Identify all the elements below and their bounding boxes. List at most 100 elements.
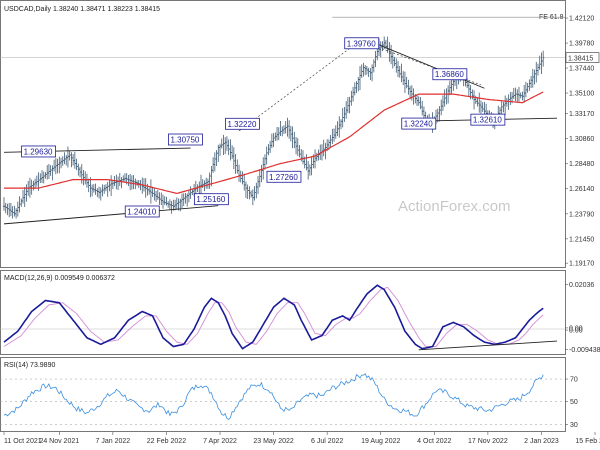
ohlc-bar (160, 192, 163, 206)
watermark: ActionForex.com (398, 198, 511, 215)
macd-signal-line (3, 286, 544, 347)
ohlc-bar (268, 140, 272, 154)
ohlc-bar (343, 106, 346, 122)
trendline (3, 205, 219, 225)
rsi-panel-frame (0, 357, 566, 432)
macd-line (3, 284, 544, 350)
ohlc-bar (246, 184, 249, 200)
price-y-tick-label: 1.37440 (569, 66, 594, 73)
price-panel-title: USDCAD,Daily 1.38240 1.38471 1.38223 1.3… (4, 6, 160, 13)
axis-layer: 1.42120 1.39780 1.37440 1.35100 1.33170 1.308… (3, 16, 600, 445)
ohlc-bar (9, 202, 13, 217)
ohlc-bar (441, 95, 445, 111)
ohlc-bar (541, 50, 545, 67)
ohlc-bar (389, 44, 393, 65)
ohlc-bar (170, 200, 173, 214)
ohlc-bar (120, 177, 123, 189)
sma-line (4, 91, 544, 195)
x-tick-label: 7 Jan 2022 (96, 438, 131, 445)
ohlc-bar (376, 48, 379, 61)
x-tick-label: 22 Feb 2022 (147, 438, 186, 445)
ohlc-bar (275, 127, 279, 141)
ohlc-bar (400, 63, 403, 83)
ohlc-bars (2, 36, 545, 219)
macd-panel-title: MACD(12,26,9) 0.009549 0.006372 (4, 275, 115, 282)
ohlc-bar (32, 180, 35, 191)
ohlc-bar (310, 156, 313, 176)
ohlc-bar (40, 170, 44, 183)
annotation-label: 1.36860 (435, 70, 464, 79)
ohlc-bar (39, 173, 42, 184)
ohlc-bar (70, 152, 73, 168)
ohlc-bar (128, 173, 132, 191)
ohlc-bar (405, 76, 408, 89)
rsi-y-tick-label: 50 (570, 399, 578, 406)
price-y-tick-label: 1.28480 (569, 161, 594, 168)
ohlc-bar (42, 171, 45, 184)
ohlc-bar (63, 152, 66, 165)
ohlc-bar (184, 193, 187, 204)
price-annotation: 1.32610 (470, 113, 506, 126)
ohlc-bar (84, 171, 87, 185)
ohlc-bar (350, 90, 353, 106)
annotation-box (193, 193, 229, 206)
price-y-tick-label: 1.35100 (569, 91, 594, 98)
ohlc-bar (282, 125, 286, 134)
ohlc-bar (339, 119, 343, 130)
ohlc-bar (379, 41, 382, 58)
rsi-y-tick-label: 70 (570, 377, 578, 384)
ohlc-bar (61, 156, 64, 166)
ohlc-bar (398, 65, 401, 78)
ohlc-bar (251, 189, 255, 206)
ohlc-bar (65, 155, 68, 166)
ohlc-bar (153, 187, 156, 201)
ohlc-bar (6, 203, 9, 216)
ohlc-bar (56, 158, 59, 174)
ohlc-bar (533, 69, 536, 85)
ohlc-bar (255, 182, 258, 199)
ohlc-bar (149, 179, 153, 204)
price-layer: 1.29630 1.24010 1.30750 1.25160 1.32220 1.272… (0, 16, 565, 225)
annotation-box (470, 113, 506, 126)
ohlc-bar (260, 164, 263, 183)
ohlc-bar (346, 97, 350, 113)
ohlc-bar (220, 138, 223, 149)
ohlc-bar (395, 58, 398, 73)
ohlc-bar (481, 102, 484, 113)
x-tick-label: 11 Oct 2021 (4, 438, 42, 445)
ohlc-bar (92, 184, 96, 193)
ohlc-bar (249, 190, 253, 198)
ohlc-bar (144, 178, 147, 198)
x-tick-label: 19 Aug 2022 (361, 438, 400, 445)
ohlc-bar (71, 154, 75, 166)
ohlc-bar (66, 146, 70, 168)
price-y-tick-label: 1.42120 (569, 16, 594, 23)
annotation-box (401, 117, 437, 130)
annotation-label: 1.29630 (24, 147, 53, 156)
ohlc-bar (4, 203, 7, 214)
price-y-tick-label: 1.33170 (569, 111, 594, 118)
ohlc-bar (403, 71, 407, 93)
ohlc-bar (374, 51, 377, 68)
ohlc-bar (503, 95, 507, 116)
ohlc-bar (396, 60, 400, 78)
ohlc-bar (80, 164, 83, 184)
x-tick-label: 7 Apr 2022 (203, 438, 237, 445)
price-y-tick-label: 1.21450 (569, 236, 594, 243)
ohlc-bar (329, 134, 332, 148)
ohlc-bar (253, 186, 256, 201)
ohlc-bar (512, 87, 515, 99)
annotation-box (21, 145, 56, 158)
ohlc-bar (536, 63, 540, 76)
price-y-tick-label: 1.39780 (569, 41, 594, 48)
ohlc-bar (158, 192, 161, 205)
price-annotation: 1.36860 (432, 68, 468, 81)
ohlc-bar (13, 205, 16, 217)
ohlc-bar (236, 159, 239, 174)
ohlc-bar (351, 86, 355, 102)
ohlc-bar (241, 171, 244, 185)
ohlc-bar (90, 184, 94, 197)
ohlc-bar (334, 125, 337, 139)
annotation-label: 1.30750 (170, 136, 199, 145)
ohlc-bar (526, 82, 529, 93)
